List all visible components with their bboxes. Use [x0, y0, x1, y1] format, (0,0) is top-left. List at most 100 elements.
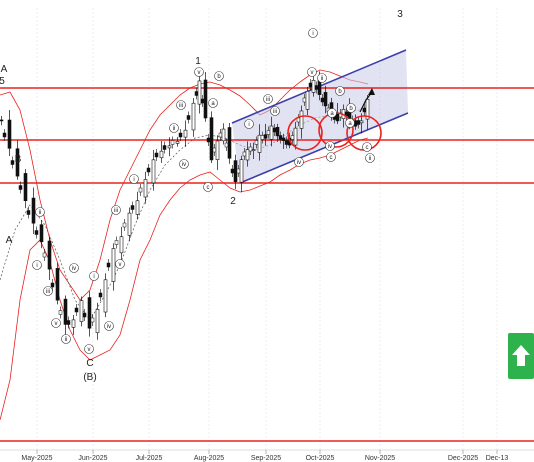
candle-body — [215, 140, 220, 161]
candle-body — [95, 308, 100, 334]
wave-label-minor: iii — [114, 208, 118, 214]
wave-label-minor: iv — [182, 162, 186, 168]
candle-body — [311, 79, 316, 93]
wave-label-minor: iii — [273, 109, 277, 115]
channel-lower-line — [239, 112, 409, 184]
x-tick-label: May-2025 — [21, 455, 52, 462]
wave-label-minor: v — [198, 70, 201, 76]
candle-body — [323, 92, 328, 107]
candle-body — [23, 173, 28, 201]
candle-body — [272, 127, 277, 133]
lower-band-line — [0, 137, 369, 421]
wave-label-major: 2 — [230, 196, 236, 207]
candle-body — [42, 252, 47, 258]
candle-body — [302, 97, 307, 103]
wave-label-major: C — [86, 358, 93, 369]
candle-body — [31, 197, 36, 224]
wave-label-minor: ii — [321, 76, 324, 82]
candle-body — [299, 110, 304, 129]
wave-label-minor: c — [207, 185, 210, 191]
wave-label-circle — [129, 174, 139, 184]
wave-label-circle — [325, 141, 335, 151]
wave-label-circle — [244, 119, 254, 129]
candle-body — [191, 102, 196, 131]
x-tick-label: Nov-2025 — [365, 455, 395, 462]
wave-label-circle — [335, 86, 345, 96]
wave-label-major: (B) — [83, 372, 96, 383]
candle-body — [248, 146, 253, 152]
channel-fill — [232, 50, 408, 183]
x-tick-label: Dec-2025 — [448, 455, 478, 462]
wave-label-minor: ii — [369, 156, 372, 162]
wave-label-circle — [307, 67, 317, 77]
wave-label-circle — [179, 159, 189, 169]
wave-label-minor: b — [217, 74, 221, 80]
candle-body — [200, 98, 205, 104]
candle-body — [138, 187, 143, 193]
candle-body — [55, 268, 60, 301]
wave-label-minor: ii — [65, 337, 68, 343]
up-arrow-signal-button[interactable] — [508, 333, 534, 379]
candle-body — [362, 107, 367, 113]
candle-body — [308, 82, 313, 88]
candle-body — [162, 145, 167, 150]
wave-label-major: A — [6, 235, 13, 246]
wave-label-circle — [111, 205, 121, 215]
candle-body — [18, 185, 23, 190]
candle-body — [290, 135, 295, 140]
candle-body — [269, 125, 274, 140]
wave-label-minor: v — [311, 70, 314, 76]
candle-body — [26, 210, 31, 215]
wave-label-major: 1 — [195, 56, 201, 67]
candle-body — [260, 135, 265, 140]
candle-body — [127, 212, 132, 236]
candle-body — [356, 120, 361, 125]
wave-label-circle — [84, 344, 94, 354]
candle-body — [175, 141, 180, 144]
wave-label-minor: iv — [328, 144, 332, 150]
wave-label-circle — [115, 259, 125, 269]
candle-body — [151, 159, 156, 184]
candle-body — [251, 149, 256, 151]
wave-label-circle — [263, 94, 273, 104]
candle-body — [257, 134, 262, 153]
candle-body — [114, 240, 119, 245]
candle-body — [135, 200, 140, 215]
candle-body — [230, 168, 235, 174]
candle-body — [39, 224, 44, 243]
wave-label-circle — [294, 157, 304, 167]
wave-label-minor: iii — [179, 103, 183, 109]
wave-label-minor: iv — [72, 266, 76, 272]
candle-body — [224, 142, 229, 148]
candle-body — [154, 152, 159, 158]
candle-body — [87, 297, 92, 329]
candle-body — [106, 262, 111, 268]
candle-body — [50, 282, 55, 288]
candle-body — [159, 150, 164, 159]
candle-body — [0, 119, 4, 122]
candle-body — [278, 135, 283, 140]
candle-body — [47, 240, 52, 270]
candle-body — [221, 128, 226, 142]
x-tick-label: Sep-2025 — [251, 455, 281, 462]
candle-body — [293, 127, 298, 146]
wave-label-minor: iii — [266, 97, 270, 103]
wave-label-circle — [270, 106, 280, 116]
wave-label-circle — [327, 108, 337, 118]
wave-label-minor: b — [338, 89, 342, 95]
wave-label-circle — [214, 71, 224, 81]
wave-label-minor: a — [348, 121, 352, 127]
candlesticks — [0, 71, 375, 340]
candle-body — [359, 120, 364, 124]
wave-label-circle — [104, 321, 114, 331]
candle-body — [167, 145, 172, 149]
candle-body — [119, 236, 124, 254]
candle-body — [284, 140, 289, 145]
wave-label-circle — [365, 153, 375, 163]
wave-label-major: 3 — [397, 9, 403, 20]
candle-body — [122, 222, 127, 228]
wave-label-circle — [326, 152, 336, 162]
wave-label-minor: i — [312, 31, 313, 37]
wave-label-minor: c — [330, 155, 333, 161]
x-tick-label: Jun-2025 — [78, 455, 107, 462]
